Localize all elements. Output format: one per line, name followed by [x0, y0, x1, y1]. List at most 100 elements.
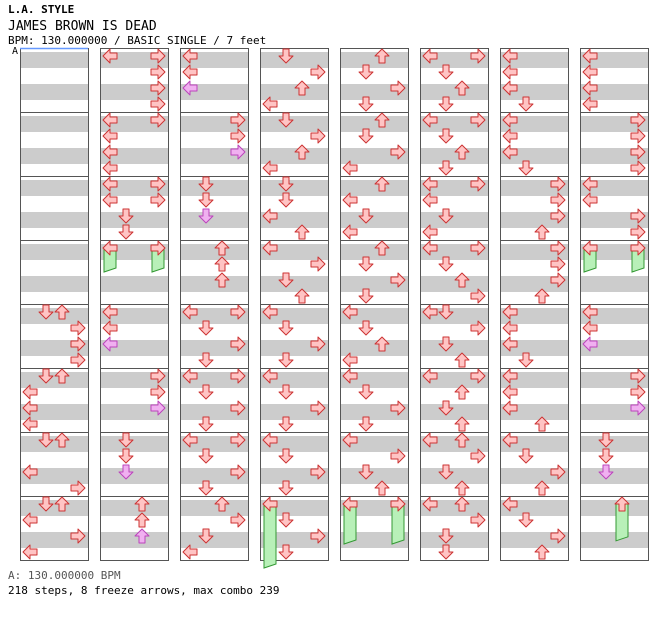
down-arrow — [278, 384, 294, 400]
band — [20, 52, 88, 68]
up-arrow — [54, 496, 70, 512]
down-arrow — [278, 480, 294, 496]
down-arrow — [38, 304, 54, 320]
right-arrow — [310, 64, 326, 80]
band — [340, 532, 408, 548]
left-arrow — [502, 384, 518, 400]
up-arrow — [54, 368, 70, 384]
left-arrow — [582, 48, 598, 64]
up-arrow — [374, 480, 390, 496]
band — [20, 276, 88, 292]
band — [260, 276, 328, 292]
band — [20, 500, 88, 516]
down-arrow — [118, 464, 134, 480]
band — [580, 276, 648, 292]
right-arrow — [390, 496, 406, 512]
up-arrow — [214, 272, 230, 288]
right-arrow — [630, 224, 646, 240]
right-arrow — [630, 128, 646, 144]
left-arrow — [502, 64, 518, 80]
down-arrow — [358, 384, 374, 400]
left-arrow — [502, 112, 518, 128]
right-arrow — [310, 464, 326, 480]
band — [20, 308, 88, 324]
up-arrow — [454, 416, 470, 432]
style-title: L.A. STYLE — [8, 3, 75, 16]
up-arrow — [294, 80, 310, 96]
up-arrow — [374, 240, 390, 256]
down-arrow — [358, 416, 374, 432]
band — [340, 180, 408, 196]
band — [580, 468, 648, 484]
up-arrow — [294, 288, 310, 304]
right-arrow — [470, 512, 486, 528]
right-arrow — [230, 336, 246, 352]
down-arrow — [278, 544, 294, 560]
band — [180, 532, 248, 548]
left-arrow — [342, 160, 358, 176]
left-arrow — [102, 144, 118, 160]
left-arrow — [22, 384, 38, 400]
right-arrow — [470, 448, 486, 464]
band — [420, 212, 488, 228]
left-arrow — [342, 496, 358, 512]
band — [420, 468, 488, 484]
left-arrow — [582, 64, 598, 80]
left-arrow — [342, 224, 358, 240]
band — [420, 276, 488, 292]
left-arrow — [342, 352, 358, 368]
left-arrow — [502, 320, 518, 336]
down-arrow — [438, 336, 454, 352]
left-arrow — [342, 304, 358, 320]
down-arrow — [438, 256, 454, 272]
down-arrow — [278, 320, 294, 336]
down-arrow — [358, 320, 374, 336]
right-arrow — [470, 368, 486, 384]
band — [580, 532, 648, 548]
down-arrow — [358, 208, 374, 224]
band — [260, 148, 328, 164]
down-arrow — [518, 512, 534, 528]
down-arrow — [38, 368, 54, 384]
down-arrow — [438, 304, 454, 320]
down-arrow — [358, 464, 374, 480]
left-arrow — [182, 80, 198, 96]
down-arrow — [598, 432, 614, 448]
left-arrow — [502, 432, 518, 448]
band — [20, 84, 88, 100]
left-arrow — [422, 432, 438, 448]
song-title: JAMES BROWN IS DEAD — [8, 19, 157, 34]
down-arrow — [198, 192, 214, 208]
down-arrow — [198, 320, 214, 336]
right-arrow — [70, 528, 86, 544]
left-arrow — [502, 128, 518, 144]
up-arrow — [54, 432, 70, 448]
band — [20, 180, 88, 196]
left-arrow — [342, 368, 358, 384]
left-arrow — [422, 224, 438, 240]
down-arrow — [278, 48, 294, 64]
band — [420, 148, 488, 164]
band — [340, 244, 408, 260]
left-arrow — [582, 96, 598, 112]
band — [20, 436, 88, 452]
right-arrow — [470, 240, 486, 256]
right-arrow — [470, 176, 486, 192]
down-arrow — [278, 448, 294, 464]
up-arrow — [214, 256, 230, 272]
left-arrow — [262, 96, 278, 112]
down-arrow — [438, 464, 454, 480]
down-arrow — [198, 352, 214, 368]
band — [420, 84, 488, 100]
right-arrow — [630, 400, 646, 416]
right-arrow — [150, 176, 166, 192]
band — [180, 244, 248, 260]
band — [260, 116, 328, 132]
left-arrow — [582, 240, 598, 256]
left-arrow — [102, 112, 118, 128]
right-arrow — [550, 208, 566, 224]
right-arrow — [550, 176, 566, 192]
right-arrow — [230, 128, 246, 144]
up-arrow — [454, 80, 470, 96]
